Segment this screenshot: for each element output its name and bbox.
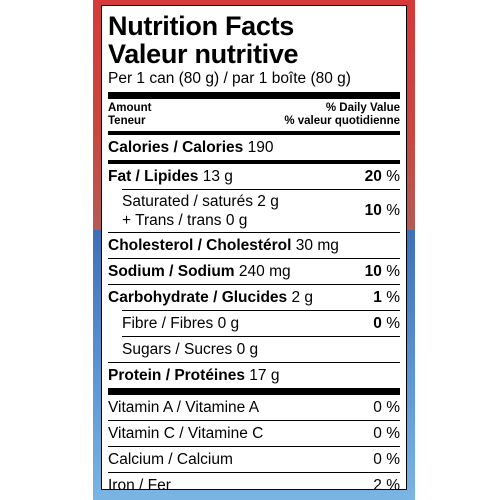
carbohydrate-value: 2 g [291, 288, 314, 306]
sat-trans-dv-number: 10 [364, 202, 382, 219]
sodium-row: Sodium / Sodium 240 mg 10 % [108, 259, 400, 284]
thin-rule [108, 284, 400, 285]
sat-trans-dv-unit: % [381, 202, 400, 219]
sodium-value: 240 mg [238, 262, 291, 280]
thin-rule [108, 446, 400, 447]
saturated-label: Saturated / saturés [122, 193, 253, 210]
title-en: Nutrition Facts [108, 11, 295, 41]
fat-dv-unit: % [381, 167, 400, 185]
calories-value: 190 [247, 138, 274, 156]
amount-label-en: Amount [108, 102, 152, 114]
carbohydrate-dv-unit: % [381, 288, 400, 306]
thick-rule [108, 92, 400, 99]
sodium-dv-unit: % [381, 262, 400, 280]
vitamin-a-row: Vitamin A / Vitamine A 0 % [108, 395, 400, 420]
saturated-trans-row: Saturated / saturés 2 g + Trans / trans … [108, 190, 400, 232]
trans-value: 0 g [225, 212, 248, 229]
fat-label: Fat / Lipides [108, 167, 199, 185]
calcium-dv: 0 % [373, 450, 400, 468]
amount-label-fr: Teneur [108, 115, 146, 127]
daily-value-label-fr: % valeur quotidienne [284, 115, 400, 127]
calcium-label: Calcium / Calcium [108, 450, 233, 468]
fibre-row: Fibre / Fibres 0 g 0 % [108, 311, 400, 336]
vitamin-c-row: Vitamin C / Vitamine C 0 % [108, 421, 400, 446]
thin-rule [122, 189, 400, 190]
sodium-dv-number: 10 [364, 262, 382, 280]
sugars-row: Sugars / Sucres 0 g [108, 337, 400, 362]
thin-rule [108, 472, 400, 473]
sugars-value: 0 g [236, 340, 259, 358]
sodium-label: Sodium / Sodium [108, 262, 235, 280]
fat-dv-number: 20 [364, 167, 382, 185]
calories-label: Calories / Calories [108, 138, 244, 156]
medium-rule [108, 131, 400, 135]
fibre-label: Fibre / Fibres [122, 314, 214, 332]
carbohydrate-row: Carbohydrate / Glucides 2 g 1 % [108, 285, 400, 310]
vitamin-c-label: Vitamin C / Vitamine C [108, 424, 264, 442]
fibre-dv-unit: % [381, 314, 400, 332]
trans-label: + Trans / trans [122, 212, 222, 229]
calories-row: Calories / Calories 190 [108, 135, 400, 160]
thick-rule [108, 388, 400, 395]
vitamin-c-dv: 0 % [373, 424, 400, 442]
title-fr: Valeur nutritive [108, 39, 299, 69]
thin-rule [108, 362, 400, 363]
thin-rule [108, 232, 400, 233]
calcium-row: Calcium / Calcium 0 % [108, 447, 400, 472]
carbohydrate-dv-number: 1 [373, 288, 382, 306]
carbohydrate-label: Carbohydrate / Glucides [108, 288, 288, 306]
cholesterol-row: Cholesterol / Cholestérol 30 mg [108, 233, 400, 258]
protein-value: 17 g [249, 366, 280, 384]
fibre-dv-number: 0 [373, 314, 382, 332]
nutrition-facts-table: Nutrition Facts Valeur nutritive Per 1 c… [101, 5, 407, 494]
iron-dv: 2 % [373, 476, 400, 494]
cholesterol-label: Cholesterol / Cholestérol [108, 236, 292, 254]
iron-label: Iron / Fer [108, 476, 171, 494]
thin-rule [122, 310, 400, 311]
fat-row: Fat / Lipides 13 g 20 % [108, 164, 400, 189]
fat-value: 13 g [202, 167, 233, 185]
column-header: Amount Teneur % Daily Value % valeur quo… [108, 99, 400, 131]
protein-row: Protein / Protéines 17 g [108, 363, 400, 388]
thin-rule [108, 420, 400, 421]
sugars-label: Sugars / Sucres [122, 340, 233, 358]
protein-label: Protein / Protéines [108, 366, 245, 384]
iron-row: Iron / Fer 2 % [108, 473, 400, 498]
medium-rule [108, 160, 400, 164]
vitamin-a-dv: 0 % [373, 398, 400, 416]
saturated-value: 2 g [257, 193, 279, 210]
vitamin-a-label: Vitamin A / Vitamine A [108, 398, 260, 416]
thin-rule [122, 336, 400, 337]
thin-rule [108, 258, 400, 259]
serving-size: Per 1 can (80 g) / par 1 boîte (80 g) [108, 70, 351, 87]
fibre-value: 0 g [217, 314, 240, 332]
daily-value-label-en: % Daily Value [325, 102, 400, 114]
cholesterol-value: 30 mg [295, 236, 339, 254]
